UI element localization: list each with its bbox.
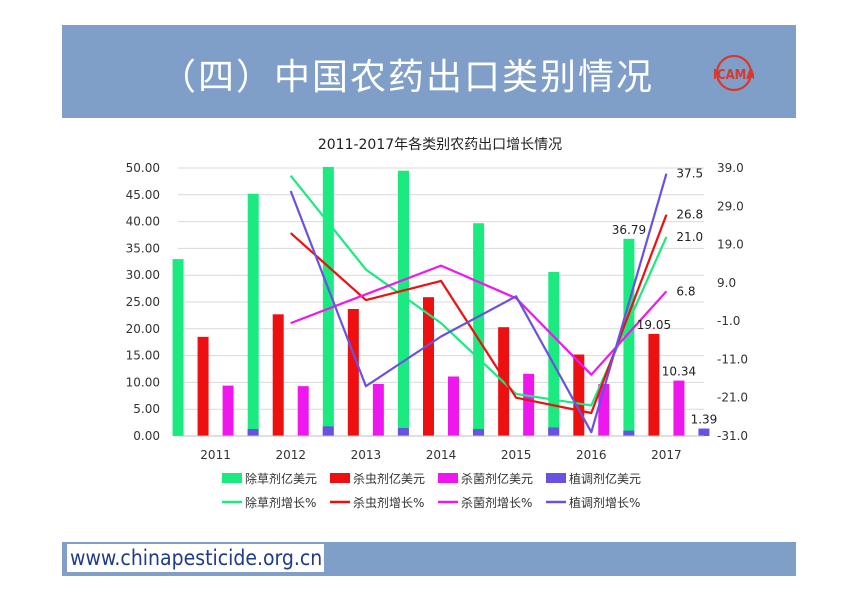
x-tick-label: 2015 — [501, 448, 532, 462]
export-growth-chart: 2011-2017年各类别农药出口增长情况 0.00 5.00 10.00 15.00… — [126, 137, 748, 510]
legend-label: 植调剂亿美元 — [569, 471, 641, 486]
bar-data-label: 19.05 — [637, 318, 671, 332]
line-data-label: 21.0 — [676, 230, 703, 244]
footer-url[interactable]: www.chinapesticide.org.cn — [70, 546, 323, 570]
data-labels: 36.79 19.05 10.34 1.39 37.5 26.8 21.0 6.8 — [612, 167, 718, 427]
legend-label: 除草剂亿美元 — [245, 471, 317, 486]
legend-label: 杀虫剂增长% — [353, 495, 424, 510]
line-data-label: 26.8 — [676, 208, 703, 222]
chart-title: 2011-2017年各类别农药出口增长情况 — [318, 137, 562, 153]
bar-data-label: 1.39 — [691, 413, 718, 427]
line-series — [289, 173, 668, 434]
y-left-tick-label: 5.00 — [133, 402, 160, 416]
y-right-tick-label: 39.0 — [717, 161, 744, 175]
legend-label: 杀菌剂亿美元 — [461, 471, 533, 486]
gridlines — [178, 167, 704, 437]
y-left-tick-label: 30.00 — [126, 268, 160, 282]
series-line — [289, 214, 668, 415]
y-left-tick-label: 10.00 — [126, 375, 160, 389]
bar — [623, 430, 635, 436]
x-tick-label: 2017 — [651, 448, 682, 462]
bar — [598, 384, 610, 436]
legend-label: 杀虫剂亿美元 — [353, 471, 425, 486]
bar — [473, 429, 484, 436]
bar — [523, 373, 535, 436]
y-right-tick-label: -31.0 — [717, 429, 748, 443]
legend-swatch — [438, 473, 458, 483]
svg-text:ICAMA: ICAMA — [714, 68, 754, 83]
bar — [322, 426, 334, 436]
bar — [397, 427, 409, 436]
y-left-tick-label: 35.00 — [126, 241, 160, 255]
y-right-tick-label: 9.0 — [717, 276, 736, 290]
line-data-label: 6.8 — [676, 284, 695, 298]
legend-swatch — [330, 473, 350, 483]
x-tick-label: 2013 — [351, 448, 382, 462]
x-tick-label: 2012 — [275, 448, 306, 462]
slide-title: （四）中国农药出口类别情况 — [160, 57, 655, 98]
bar — [548, 427, 560, 436]
legend-label: 植调剂增长% — [569, 495, 640, 510]
y-left-tick-label: 0.00 — [133, 429, 160, 443]
y-left-tick-label: 15.00 — [126, 349, 160, 363]
y-left-tick-label: 25.00 — [126, 295, 160, 309]
bar — [398, 170, 409, 436]
bar — [473, 223, 485, 436]
y-left-tick-label: 50.00 — [126, 161, 160, 175]
y-left-tick-label: 20.00 — [126, 322, 160, 336]
bar — [573, 354, 585, 436]
bar — [623, 238, 635, 436]
series-line — [289, 173, 668, 434]
bar — [322, 166, 334, 437]
legend-swatch — [546, 473, 566, 483]
line-data-label: 37.5 — [676, 167, 703, 181]
legend-swatch — [222, 473, 242, 483]
bar — [372, 384, 384, 436]
series-line — [290, 264, 668, 376]
y-right-tick-label: -1.0 — [717, 314, 740, 328]
y-right-tick-label: -11.0 — [717, 352, 748, 366]
y-right-tick-label: -21.0 — [717, 391, 748, 405]
x-tick-label: 2016 — [576, 448, 607, 462]
bar — [648, 333, 660, 436]
y-right-tick-label: 19.0 — [717, 238, 744, 252]
bar — [673, 380, 685, 436]
legend-label: 杀菌剂增长% — [461, 495, 532, 510]
bar-series — [172, 166, 710, 437]
icama-logo: ICAMA — [714, 54, 754, 92]
footer-box — [67, 544, 324, 572]
bar-data-label: 36.79 — [612, 223, 646, 237]
bar — [423, 297, 434, 436]
y-left-tick-label: 40.00 — [126, 215, 160, 229]
y-left-tick-label: 45.00 — [126, 188, 160, 202]
bar — [448, 376, 459, 436]
x-tick-label: 2011 — [200, 448, 231, 462]
bar — [247, 429, 259, 436]
bar — [272, 314, 284, 436]
legend-label: 除草剂增长% — [245, 495, 316, 510]
bar-data-label: 10.34 — [662, 365, 696, 379]
header-band — [62, 25, 796, 118]
bar — [698, 428, 710, 436]
axes: 0.00 5.00 10.00 15.00 20.00 25.00 30.00 35.00 40… — [126, 161, 748, 462]
bar — [247, 193, 259, 436]
x-tick-label: 2014 — [426, 448, 457, 462]
y-right-tick-label: 29.0 — [717, 199, 744, 213]
bar — [297, 386, 309, 436]
bar — [222, 385, 234, 436]
bar — [548, 271, 560, 436]
bar — [197, 336, 209, 436]
bar — [347, 308, 359, 436]
bar — [172, 259, 184, 436]
